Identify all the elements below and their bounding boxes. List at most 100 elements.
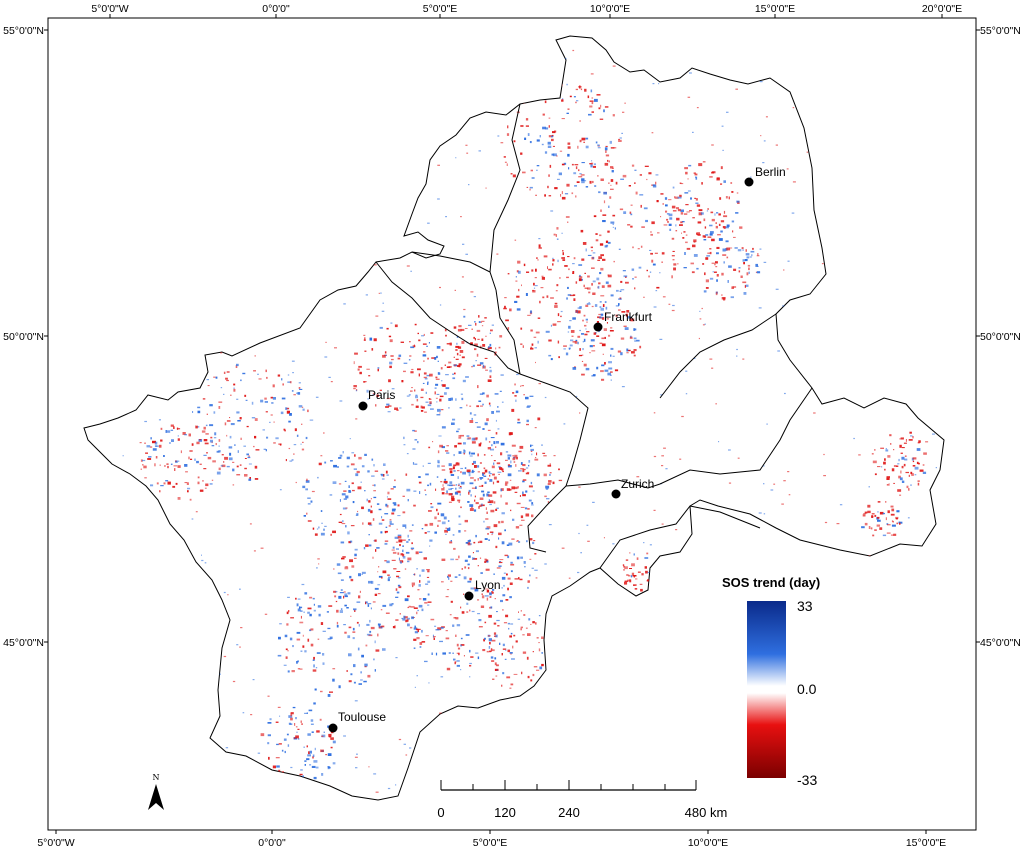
trend-pixel <box>298 405 303 408</box>
trend-pixel <box>607 274 612 278</box>
trend-pixel <box>589 180 592 184</box>
trend-pixel <box>379 326 383 329</box>
trend-pixel <box>610 347 614 350</box>
trend-pixel <box>603 328 607 331</box>
trend-pixel <box>497 135 500 137</box>
trend-pixel <box>323 432 325 434</box>
trend-pixel <box>615 181 618 185</box>
trend-pixel <box>652 185 657 188</box>
trend-pixel <box>361 506 364 510</box>
trend-pixel <box>307 638 310 642</box>
trend-pixel <box>299 668 303 670</box>
trend-pixel <box>491 532 494 535</box>
trend-pixel <box>871 453 874 455</box>
trend-pixel <box>439 640 443 643</box>
trend-pixel <box>328 733 332 737</box>
trend-pixel <box>377 584 381 586</box>
trend-pixel <box>640 588 643 592</box>
trend-pixel <box>257 373 259 375</box>
trend-pixel <box>158 419 161 421</box>
city-markers: Berlin Frankfurt Paris Zurich Lyon Toulo… <box>328 165 786 733</box>
trend-pixel <box>273 421 275 423</box>
trend-pixel <box>616 289 619 292</box>
trend-pixel <box>501 587 503 589</box>
trend-pixel <box>465 253 468 255</box>
trend-pixel <box>718 238 723 241</box>
trend-pixel <box>304 592 308 595</box>
trend-pixel <box>273 442 276 444</box>
trend-pixel <box>295 481 297 484</box>
trend-pixel <box>548 125 550 128</box>
trend-pixel <box>715 225 718 229</box>
trend-pixel <box>475 422 478 424</box>
trend-pixel <box>343 595 345 599</box>
trend-pixel <box>325 341 327 343</box>
city-frankfurt[interactable]: Frankfurt <box>593 310 653 332</box>
trend-pixel <box>236 398 239 400</box>
trend-pixel <box>448 493 453 496</box>
city-paris[interactable]: Paris <box>358 388 396 411</box>
trend-pixel <box>353 664 356 668</box>
trend-pixel <box>591 101 594 105</box>
trend-pixel <box>604 106 609 108</box>
trend-pixel <box>609 140 612 144</box>
trend-pixel <box>515 276 517 278</box>
trend-pixel <box>386 504 389 508</box>
trend-pixel <box>431 652 433 655</box>
trend-pixel <box>885 448 887 450</box>
trend-pixel <box>770 489 774 491</box>
trend-pixel <box>440 367 443 370</box>
trend-pixel <box>314 533 318 536</box>
trend-pixel <box>551 138 554 142</box>
trend-pixel <box>307 611 310 614</box>
trend-pixel <box>655 181 657 185</box>
city-lyon[interactable]: Lyon <box>464 578 501 601</box>
trend-pixel <box>278 743 282 745</box>
trend-pixel <box>579 85 581 89</box>
trend-pixel <box>425 473 429 476</box>
trend-pixel <box>436 476 439 478</box>
trend-pixel <box>486 493 490 497</box>
trend-pixel <box>427 484 429 487</box>
trend-pixel <box>195 425 198 429</box>
trend-pixel <box>374 669 376 672</box>
trend-pixel <box>472 552 474 554</box>
trend-pixel <box>596 366 599 370</box>
trend-pixel <box>477 541 480 544</box>
trend-pixel <box>667 221 669 223</box>
trend-pixel <box>443 516 447 520</box>
trend-pixel <box>577 571 580 574</box>
city-berlin[interactable]: Berlin <box>744 165 786 187</box>
trend-pixel <box>367 603 372 605</box>
trend-pixel <box>746 256 750 259</box>
trend-pixel <box>201 430 206 433</box>
trend-pixel <box>386 403 390 406</box>
trend-pixel <box>363 339 366 341</box>
trend-pixel <box>731 191 734 193</box>
trend-pixel <box>578 278 582 282</box>
trend-pixel <box>492 491 497 494</box>
trend-pixel <box>165 430 167 433</box>
trend-pixel <box>576 181 580 183</box>
border-nl-de <box>489 103 521 273</box>
trend-pixel <box>505 319 509 322</box>
trend-pixel <box>861 526 865 529</box>
trend-pixel <box>390 322 393 324</box>
trend-pixel <box>527 675 530 679</box>
city-zurich[interactable]: Zurich <box>611 477 655 499</box>
trend-pixel <box>624 566 628 570</box>
city-toulouse[interactable]: Toulouse <box>328 710 387 733</box>
trend-pixel <box>693 241 696 243</box>
trend-pixel <box>291 459 294 461</box>
trend-pixel <box>561 547 565 549</box>
trend-pixel <box>885 449 889 452</box>
trend-pixel <box>357 368 360 371</box>
trend-pixel <box>750 250 755 253</box>
trend-pixel <box>363 334 366 336</box>
trend-pixel <box>733 268 737 271</box>
trend-pixel <box>531 502 534 505</box>
trend-pixel <box>375 315 379 317</box>
trend-pixel <box>658 83 660 85</box>
trend-pixel <box>348 653 352 657</box>
trend-pixel <box>784 392 786 395</box>
